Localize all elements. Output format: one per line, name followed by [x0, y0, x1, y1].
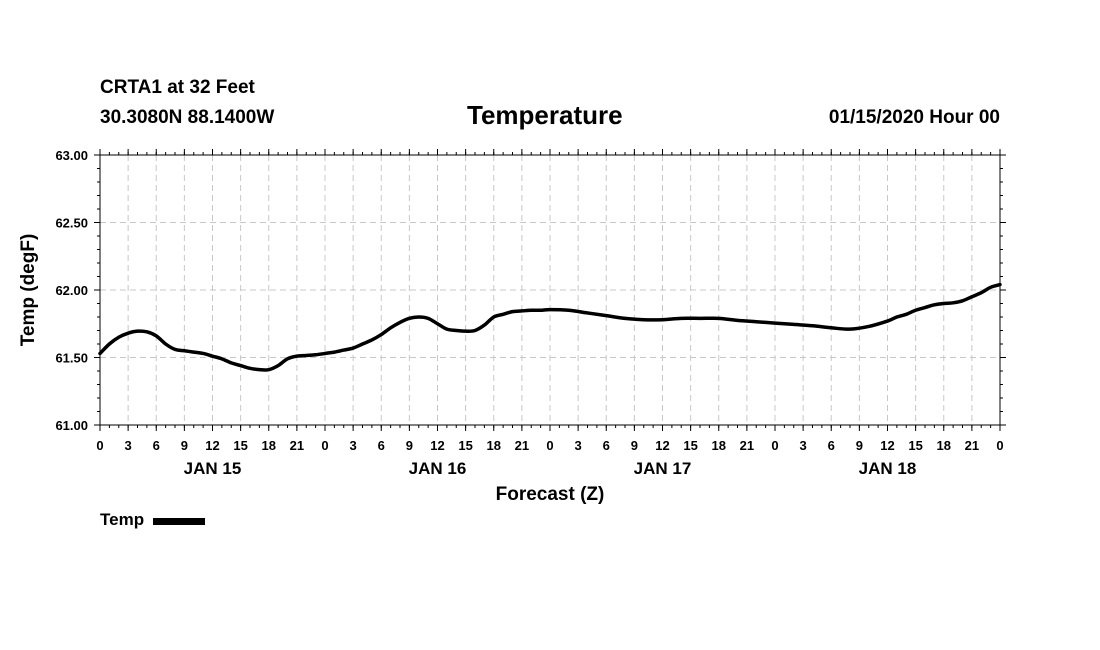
- y-tick-label: 62.00: [55, 283, 88, 298]
- temp-series-line: [98, 282, 1002, 372]
- x-tick-label: 15: [233, 438, 247, 453]
- x-axis-label: Forecast (Z): [496, 484, 605, 505]
- x-tick-label: 12: [880, 438, 894, 453]
- plot-frame: [99, 154, 1001, 426]
- day-label: JAN 16: [409, 459, 467, 478]
- x-tick-label: 0: [96, 438, 103, 453]
- x-tick-label: 3: [125, 438, 132, 453]
- x-tick-label: 0: [771, 438, 778, 453]
- x-tick-label: 6: [153, 438, 160, 453]
- chart-title: Temperature: [467, 100, 623, 130]
- station-name: CRTA1 at 32 Feet: [100, 77, 255, 98]
- x-tick-label: 9: [181, 438, 188, 453]
- x-tick-label: 18: [487, 438, 501, 453]
- x-tick-label: 15: [458, 438, 472, 453]
- x-axis-ticks: 0 3 6 9 12 15 18 21 0 3 6 9 12 15 18 21 0 3 6 9 12 15 18 21 0 3 6 9…: [96, 149, 1004, 453]
- day-label: JAN 17: [634, 459, 692, 478]
- y-axis-ticks: 63.00 62.50 62.00 61.50 61.00: [55, 148, 1006, 433]
- x-tick-label: 3: [575, 438, 582, 453]
- day-labels: JAN 15 JAN 16 JAN 17 JAN 18: [184, 459, 917, 478]
- x-tick-label: 15: [683, 438, 697, 453]
- legend-swatch-temp: [153, 517, 206, 525]
- x-tick-label: 0: [321, 438, 328, 453]
- y-tick-label: 61.00: [55, 418, 88, 433]
- x-tick-label: 0: [546, 438, 553, 453]
- x-tick-label: 12: [430, 438, 444, 453]
- x-tick-label: 21: [965, 438, 979, 453]
- x-tick-label: 6: [603, 438, 610, 453]
- y-tick-label: 63.00: [55, 148, 88, 163]
- x-tick-label: 0: [996, 438, 1003, 453]
- legend: Temp: [100, 510, 206, 530]
- day-label: JAN 15: [184, 459, 242, 478]
- legend-label-temp: Temp: [100, 510, 145, 529]
- x-tick-label: 6: [828, 438, 835, 453]
- x-tick-label: 21: [290, 438, 304, 453]
- x-tick-label: 18: [712, 438, 726, 453]
- x-tick-label: 15: [908, 438, 922, 453]
- x-tick-label: 18: [937, 438, 951, 453]
- x-tick-label: 9: [856, 438, 863, 453]
- station-coordinates: 30.3080N 88.1400W: [100, 107, 275, 128]
- x-tick-label: 21: [740, 438, 754, 453]
- grid-lines: [100, 155, 1000, 425]
- x-tick-label: 3: [800, 438, 807, 453]
- x-tick-label: 3: [350, 438, 357, 453]
- forecast-datetime: 01/15/2020 Hour 00: [828, 107, 1000, 128]
- x-tick-label: 18: [262, 438, 276, 453]
- x-tick-label: 9: [406, 438, 413, 453]
- y-tick-label: 62.50: [55, 216, 88, 231]
- y-tick-label: 61.50: [55, 351, 88, 366]
- y-axis-label: Temp (degF): [18, 234, 39, 347]
- x-tick-label: 12: [205, 438, 219, 453]
- day-label: JAN 18: [859, 459, 917, 478]
- x-tick-label: 21: [515, 438, 529, 453]
- x-tick-label: 6: [378, 438, 385, 453]
- x-tick-label: 12: [655, 438, 669, 453]
- x-tick-label: 9: [631, 438, 638, 453]
